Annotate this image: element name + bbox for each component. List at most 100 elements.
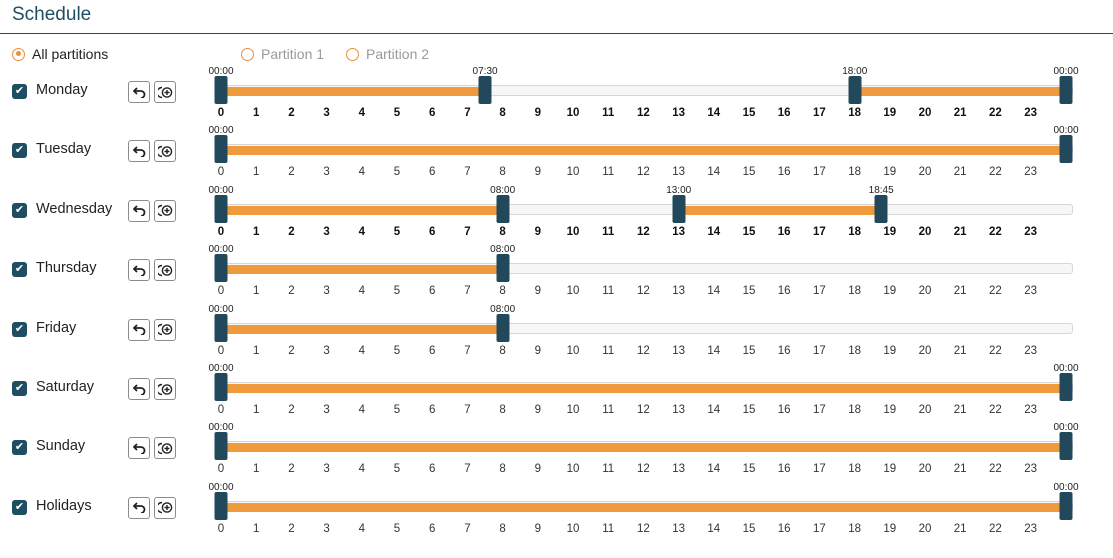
hour-tick-label: 10 xyxy=(566,463,580,476)
hour-tick-label: 0 xyxy=(217,166,225,179)
range-handle[interactable] xyxy=(1059,432,1073,461)
hour-tick-label: 12 xyxy=(636,107,650,119)
day-checkbox[interactable]: ✔ xyxy=(12,499,27,515)
range-handle[interactable] xyxy=(214,313,228,342)
radio-partition-2[interactable]: Partition 2 xyxy=(346,46,429,62)
add-range-button[interactable] xyxy=(154,437,176,460)
day-label: Thursday xyxy=(36,260,97,277)
hour-tick-label: 18 xyxy=(848,463,861,476)
time-range-bar[interactable] xyxy=(221,205,503,215)
time-range-bar[interactable] xyxy=(678,205,882,215)
range-time-label: 00:00 xyxy=(208,481,234,493)
hour-tick-label: 14 xyxy=(707,166,721,179)
day-checkbox[interactable]: ✔ xyxy=(12,381,27,396)
time-range-bar[interactable] xyxy=(221,502,1066,512)
add-range-button[interactable] xyxy=(154,318,176,341)
range-handle[interactable] xyxy=(214,194,228,223)
undo-button[interactable] xyxy=(128,496,150,519)
time-range-bar[interactable] xyxy=(221,265,503,275)
checkmark-icon: ✔ xyxy=(14,441,25,454)
time-range-bar[interactable] xyxy=(221,443,1066,453)
range-handle[interactable] xyxy=(1059,491,1073,520)
hour-tick-label: 19 xyxy=(883,285,897,298)
hour-tick-label: 8 xyxy=(499,463,506,476)
range-handle[interactable] xyxy=(874,194,888,223)
time-range-bar[interactable] xyxy=(854,87,1066,96)
hour-tick-label: 15 xyxy=(742,463,756,476)
add-range-button[interactable] xyxy=(154,199,176,222)
day-checkbox[interactable]: ✔ xyxy=(12,202,27,218)
range-time-label: 13:00 xyxy=(666,184,692,196)
hour-tick-label: 18 xyxy=(848,107,861,119)
range-handle[interactable] xyxy=(1059,373,1073,401)
hour-tick-label: 2 xyxy=(288,225,295,238)
undo-icon xyxy=(132,86,146,98)
hour-tick-label: 17 xyxy=(812,404,826,416)
add-schedule-icon xyxy=(157,501,173,514)
hour-tick-label: 13 xyxy=(672,166,685,179)
checkmark-icon: ✔ xyxy=(14,85,25,97)
add-range-button[interactable] xyxy=(154,378,176,400)
hour-tick-label: 3 xyxy=(323,463,330,476)
hour-tick-label: 12 xyxy=(636,225,650,238)
hour-tick-label: 11 xyxy=(602,285,615,298)
add-schedule-icon xyxy=(157,204,173,217)
hour-tick-label: 18 xyxy=(848,166,861,179)
range-handle[interactable] xyxy=(1059,135,1073,164)
hour-tick-label: 21 xyxy=(953,344,967,357)
range-handle[interactable] xyxy=(496,313,510,342)
time-range-bar[interactable] xyxy=(221,384,1066,393)
time-range-bar[interactable] xyxy=(221,146,1066,156)
hour-tick-label: 18 xyxy=(848,344,861,357)
day-checkbox[interactable]: ✔ xyxy=(12,143,27,159)
day-checkbox[interactable]: ✔ xyxy=(12,321,27,337)
range-time-label: 00:00 xyxy=(208,66,234,77)
range-handle[interactable] xyxy=(478,76,492,104)
range-handle[interactable] xyxy=(214,254,228,283)
hour-tick-label: 14 xyxy=(707,107,721,119)
hour-tick-label: 8 xyxy=(499,285,506,298)
day-label: Wednesday xyxy=(36,200,113,217)
undo-button[interactable] xyxy=(128,140,150,163)
radio-dot xyxy=(346,47,359,61)
add-schedule-icon xyxy=(157,323,173,336)
add-range-button[interactable] xyxy=(154,140,176,163)
undo-button[interactable] xyxy=(128,318,150,341)
range-handle[interactable] xyxy=(848,76,862,104)
range-handle[interactable] xyxy=(214,373,228,401)
radio-partition-1[interactable]: Partition 1 xyxy=(241,46,324,62)
day-checkbox[interactable]: ✔ xyxy=(12,84,27,99)
time-range-bar[interactable] xyxy=(221,324,503,334)
add-range-button[interactable] xyxy=(154,81,176,103)
range-handle[interactable] xyxy=(1059,76,1073,104)
hour-tick-label: 0 xyxy=(217,344,225,357)
undo-button[interactable] xyxy=(128,378,150,400)
undo-button[interactable] xyxy=(128,81,150,103)
hour-tick-label: 14 xyxy=(707,463,721,476)
day-label: Holidays xyxy=(36,497,92,514)
range-handle[interactable] xyxy=(496,194,510,223)
range-handle[interactable] xyxy=(214,432,228,461)
hour-tick-label: 10 xyxy=(566,107,580,119)
radio-all-partitions[interactable]: All partitions xyxy=(12,46,108,62)
add-range-button[interactable] xyxy=(154,496,176,519)
undo-button[interactable] xyxy=(128,437,150,460)
day-checkbox[interactable]: ✔ xyxy=(12,440,27,456)
hour-tick-label: 13 xyxy=(672,107,685,119)
range-handle[interactable] xyxy=(496,254,510,283)
undo-button[interactable] xyxy=(128,199,150,222)
range-handle[interactable] xyxy=(672,194,686,223)
range-handle[interactable] xyxy=(214,76,228,104)
hour-tick-label: 4 xyxy=(358,107,365,119)
undo-button[interactable] xyxy=(128,259,150,282)
hour-tick-label: 2 xyxy=(288,107,295,119)
time-range-bar[interactable] xyxy=(221,87,486,96)
hour-tick-label: 2 xyxy=(288,166,295,179)
radio-dot xyxy=(241,47,254,61)
hour-tick-label: 5 xyxy=(393,344,401,357)
day-checkbox[interactable]: ✔ xyxy=(12,262,27,278)
range-handle[interactable] xyxy=(214,491,228,520)
add-range-button[interactable] xyxy=(154,259,176,282)
range-handle[interactable] xyxy=(214,135,228,164)
hour-tick-label: 12 xyxy=(636,522,650,535)
